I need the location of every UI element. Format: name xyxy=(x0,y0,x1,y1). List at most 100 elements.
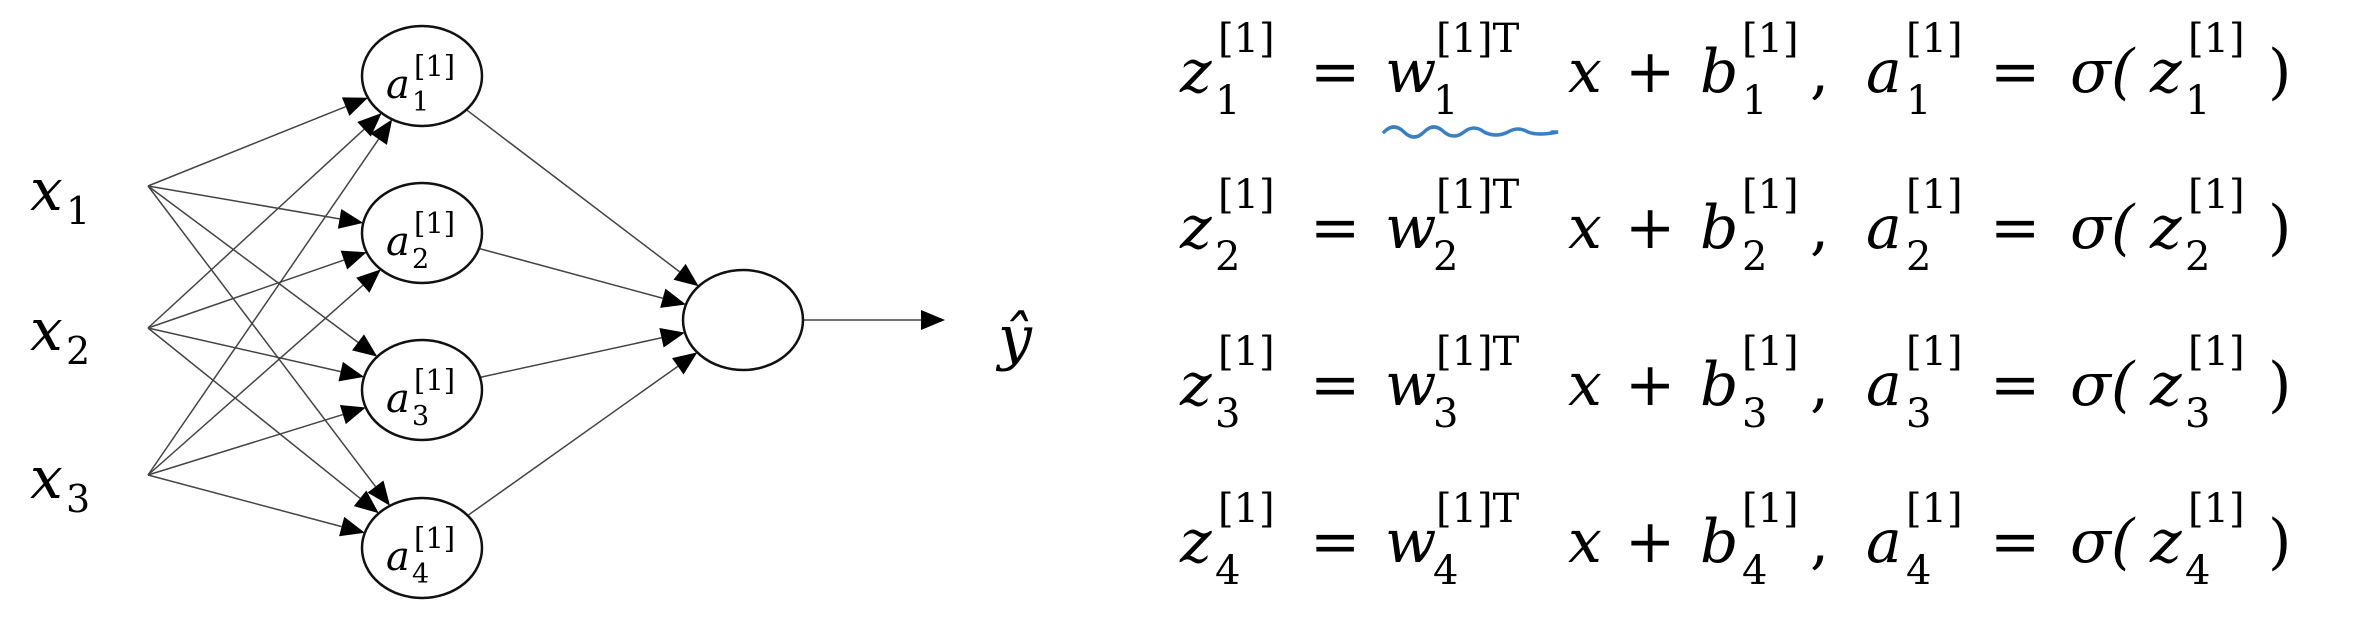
hidden-node-2-sub: 2 xyxy=(412,244,429,275)
input-x1-sub: 1 xyxy=(66,189,90,233)
eq-row-3-w-sub: 3 xyxy=(1433,391,1458,437)
eq-row-2-a-sub: 2 xyxy=(1906,234,1931,280)
edge-x1-to-a3 xyxy=(147,185,359,343)
hidden-node-2-label: a xyxy=(386,219,410,265)
eq-row-4-sigma-open: σ( xyxy=(2070,507,2136,577)
eq-row-4-w-sup: [1]T xyxy=(1436,486,1520,532)
eq-row-3-x: x xyxy=(1568,350,1602,420)
input-x3-sub: 3 xyxy=(66,477,90,521)
edge-output-to-y-hat-arrowhead xyxy=(921,310,945,330)
hand-drawn-underline xyxy=(1382,125,1559,139)
eq-row-2-z: z xyxy=(1179,193,1212,263)
edge-x3-to-a3 xyxy=(147,413,344,476)
eq-row-4-z: z xyxy=(1179,507,1212,577)
hidden-node-2: a [1] 2 xyxy=(360,181,484,285)
edge-x3-to-a3-arrowhead xyxy=(339,405,366,425)
eq-row-1-z: z xyxy=(1179,37,1212,107)
eq-row-4-inner-z: z xyxy=(2149,507,2182,577)
eq-row-4-plus: + xyxy=(1625,507,1675,577)
eq-row-4-b: b xyxy=(1700,507,1738,577)
edge-x3-to-a2 xyxy=(147,284,364,476)
eq-row-2-equals-1: = xyxy=(1310,193,1360,263)
edge-x1-to-a1 xyxy=(147,105,346,187)
eq-row-3-w: w xyxy=(1385,350,1436,420)
hidden-node-3-sup: [1] xyxy=(414,363,455,397)
eq-row-2-b: b xyxy=(1700,193,1738,263)
edge-x3-to-a4-arrowhead xyxy=(339,516,365,537)
eq-row-2-sigma-open: σ( xyxy=(2070,193,2136,263)
hidden-node-3-label: a xyxy=(386,376,410,422)
eq-row-4-close-paren: ) xyxy=(2268,507,2291,577)
eq-row-2-z-sub: 2 xyxy=(1215,234,1240,280)
input-x3-label: x xyxy=(30,444,63,512)
eq-row-1-plus: + xyxy=(1625,37,1675,107)
eq-row-1-b-sub: 1 xyxy=(1742,78,1767,124)
eq-row-4-comma: , xyxy=(1810,507,1829,577)
hidden-node-1-sub: 1 xyxy=(412,87,429,118)
eq-row-1-a: a xyxy=(1866,37,1902,107)
eq-row-3-comma: , xyxy=(1810,350,1829,420)
eq-row-2-comma: , xyxy=(1810,193,1829,263)
eq-row-1-x: x xyxy=(1568,37,1602,107)
eq-row-2-close-paren: ) xyxy=(2268,193,2291,263)
eq-row-3-inner-z: z xyxy=(2149,350,2182,420)
eq-row-1-equals-2: = xyxy=(1990,37,2040,107)
eq-row-4-z-sup: [1] xyxy=(1218,486,1275,532)
eq-row-4-equals-1: = xyxy=(1310,507,1360,577)
edge-x1-to-a3-arrowhead xyxy=(352,334,378,357)
eq-row-1-inner-z-sup: [1] xyxy=(2188,16,2245,62)
eq-row-3-z-sup: [1] xyxy=(1218,329,1275,375)
eq-row-4-a-sup: [1] xyxy=(1906,486,1963,532)
eq-row-4-equals-2: = xyxy=(1990,507,2040,577)
eq-row-2-inner-z-sup: [1] xyxy=(2188,172,2245,218)
edge-x1-to-a4-arrowhead xyxy=(367,480,390,506)
eq-row-2-a: a xyxy=(1866,193,1902,263)
eq-row-4-b-sup: [1] xyxy=(1742,486,1799,532)
eq-row-3-b: b xyxy=(1700,350,1738,420)
edge-x1-to-a2-arrowhead xyxy=(337,209,364,229)
input-labels: x 1 x 2 x 3 xyxy=(30,156,90,521)
hidden-node-3: a [1] 3 xyxy=(360,338,484,442)
eq-row-1-sigma-open: σ( xyxy=(2070,37,2136,107)
eq-row-3-inner-z-sup: [1] xyxy=(2188,329,2245,375)
eq-row-1-w: w xyxy=(1385,37,1436,107)
eq-row-2-inner-z: z xyxy=(2149,193,2182,263)
eq-row-3-a: a xyxy=(1866,350,1902,420)
eq-row-3-z-sub: 3 xyxy=(1215,391,1240,437)
eq-row-1-w-sup: [1]T xyxy=(1436,16,1520,62)
eq-row-1-inner-z: z xyxy=(2149,37,2182,107)
eq-row-3-b-sup: [1] xyxy=(1742,329,1799,375)
eq-row-2-w: w xyxy=(1385,193,1436,263)
edge-x2-to-a3 xyxy=(147,327,341,373)
eq-row-3-a-sub: 3 xyxy=(1906,391,1931,437)
eq-row-4-a-sub: 4 xyxy=(1906,548,1931,594)
eq-row-4-z-sub: 4 xyxy=(1215,548,1240,594)
edge-x2-to-a4-arrowhead xyxy=(353,490,379,514)
input-x1-label: x xyxy=(30,156,63,224)
eq-row-1-z-sup: [1] xyxy=(1218,16,1275,62)
hidden-node-2-circle xyxy=(360,181,484,285)
eq-row-1-b: b xyxy=(1700,37,1738,107)
hidden-node-2-sup: [1] xyxy=(414,206,455,240)
hidden-node-1-label: a xyxy=(386,62,410,108)
edge-x1-to-a1-arrowhead xyxy=(341,97,368,116)
eq-row-3-close-paren: ) xyxy=(2268,350,2291,420)
edge-a4-to-output-arrowhead xyxy=(671,352,698,375)
eq-row-2-plus: + xyxy=(1625,193,1675,263)
edge-x3-to-a4 xyxy=(147,474,342,528)
eq-row-2-w-sup: [1]T xyxy=(1436,172,1520,218)
hidden-node-4-circle xyxy=(360,496,484,600)
output-y-hat-label: ŷ xyxy=(995,303,1033,373)
eq-row-1-w-sub: 1 xyxy=(1433,78,1458,124)
edge-x3-to-a1 xyxy=(147,138,380,476)
eq-row-1-a-sup: [1] xyxy=(1906,16,1963,62)
eq-row-3-w-sup: [1]T xyxy=(1436,329,1520,375)
eq-row-4-inner-z-sup: [1] xyxy=(2188,486,2245,532)
eq-row-4-w-sub: 4 xyxy=(1433,548,1458,594)
edge-a1-to-output xyxy=(465,109,681,273)
hidden-node-1-sup: [1] xyxy=(414,49,455,83)
hidden-node-4-label: a xyxy=(386,534,410,580)
eq-row-1-inner-z-sub: 1 xyxy=(2185,78,2210,124)
